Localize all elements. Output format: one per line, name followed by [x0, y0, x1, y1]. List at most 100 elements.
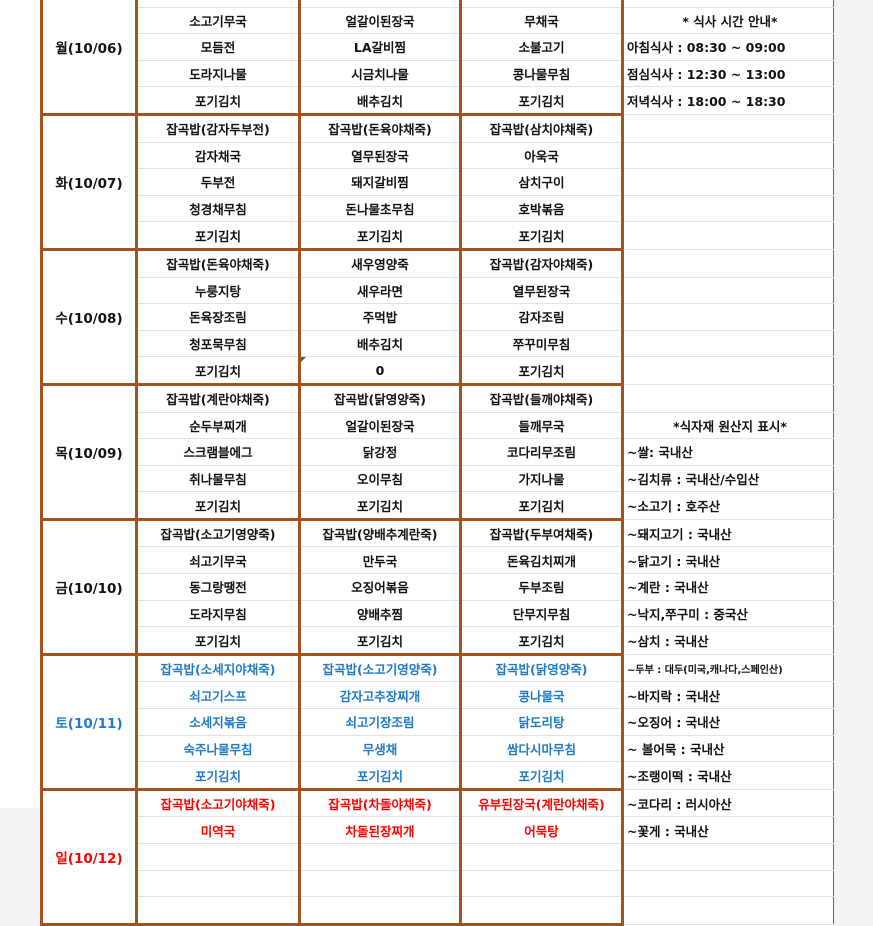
lunch-cell[interactable]: 배추김치 — [298, 86, 462, 116]
breakfast-cell[interactable]: 청포묵무침 — [135, 329, 301, 358]
lunch-cell[interactable]: 새우라면 — [298, 276, 462, 305]
info-cell[interactable]: ~바지락 : 국내산 — [622, 681, 834, 710]
info-cell[interactable] — [622, 869, 834, 898]
dinner-cell[interactable]: 잡곡밥(들깨야채죽) — [459, 382, 624, 413]
day-label[interactable]: 금(10/10) — [40, 517, 138, 656]
breakfast-cell[interactable]: 잡곡밥(소고기야채죽) — [135, 787, 301, 818]
lunch-cell[interactable]: LA갈비찜 — [298, 33, 462, 61]
breakfast-cell[interactable]: 잡곡밥(소고기영양죽) — [135, 517, 301, 548]
info-cell[interactable]: 저녁식사 : 18:00 ~ 18:30 — [622, 86, 834, 115]
info-cell[interactable]: ~코다리 : 러시아산 — [622, 788, 834, 818]
info-cell[interactable]: ~소고기 : 호주산 — [622, 491, 834, 520]
dinner-cell[interactable]: 두부조림 — [459, 573, 624, 601]
dinner-cell[interactable]: 무채국 — [459, 6, 624, 35]
dinner-cell[interactable]: 아욱국 — [459, 141, 624, 170]
breakfast-cell[interactable] — [135, 869, 301, 898]
lunch-cell[interactable]: 시금치나물 — [298, 59, 462, 88]
breakfast-cell[interactable]: 동그랑땡전 — [135, 573, 301, 601]
lunch-cell[interactable] — [298, 843, 462, 871]
dinner-cell[interactable]: 소불고기 — [459, 33, 624, 61]
day-label[interactable]: 화(10/07) — [40, 112, 138, 251]
info-cell[interactable] — [622, 221, 834, 250]
breakfast-cell[interactable] — [135, 843, 301, 871]
breakfast-cell[interactable]: 포기김치 — [135, 221, 301, 251]
dinner-cell[interactable] — [459, 0, 624, 8]
lunch-cell[interactable]: 오이무침 — [298, 464, 462, 493]
info-cell[interactable]: ~쌀: 국내산 — [622, 438, 834, 466]
info-cell[interactable] — [622, 168, 834, 196]
info-cell[interactable]: ~ 볼어묵 : 국내산 — [622, 734, 834, 763]
lunch-cell[interactable]: 잡곡밥(닭영양죽) — [298, 382, 462, 413]
lunch-cell[interactable]: 잡곡밥(소고기영양죽) — [298, 652, 462, 683]
info-cell[interactable]: ~계란 : 국내산 — [622, 573, 834, 601]
info-cell[interactable] — [622, 276, 834, 305]
lunch-cell[interactable]: 새우영양죽 — [298, 247, 462, 278]
day-label[interactable]: 월(10/06) — [40, 0, 138, 116]
info-cell[interactable]: ~낙지,쭈구미 : 중국산 — [622, 599, 834, 628]
dinner-cell[interactable]: 열무된장국 — [459, 276, 624, 305]
info-cell[interactable] — [622, 303, 834, 331]
lunch-cell[interactable] — [298, 896, 462, 926]
dinner-cell[interactable]: 어묵탕 — [459, 816, 624, 844]
dinner-cell[interactable] — [459, 843, 624, 871]
breakfast-cell[interactable]: 포기김치 — [135, 356, 301, 386]
breakfast-cell[interactable]: 도라지무침 — [135, 599, 301, 628]
dinner-cell[interactable]: 포기김치 — [459, 86, 624, 116]
breakfast-cell[interactable]: 포기김치 — [135, 491, 301, 521]
info-cell[interactable]: ~돼지고기 : 국내산 — [622, 518, 834, 548]
breakfast-cell[interactable]: 돈육장조림 — [135, 303, 301, 331]
dinner-cell[interactable]: 닭도리탕 — [459, 708, 624, 736]
lunch-cell[interactable]: 쇠고기장조림 — [298, 708, 462, 736]
lunch-cell[interactable] — [298, 0, 462, 8]
lunch-cell[interactable] — [298, 869, 462, 898]
lunch-cell[interactable]: 주먹밥 — [298, 303, 462, 331]
info-heading[interactable]: *식자재 원산지 표시* — [622, 411, 834, 440]
info-cell[interactable] — [622, 896, 834, 925]
breakfast-cell[interactable]: 누룽지탕 — [135, 276, 301, 305]
info-cell[interactable] — [622, 141, 834, 170]
dinner-cell[interactable]: 포기김치 — [459, 626, 624, 656]
dinner-cell[interactable]: 쭈꾸미무침 — [459, 329, 624, 358]
dinner-cell[interactable]: 감자조림 — [459, 303, 624, 331]
dinner-cell[interactable]: 잡곡밥(삼치야채죽) — [459, 112, 624, 143]
info-cell[interactable] — [622, 843, 834, 871]
lunch-cell[interactable]: 오징어볶음 — [298, 573, 462, 601]
lunch-cell[interactable]: 감자고추장찌개 — [298, 681, 462, 710]
day-label[interactable]: 수(10/08) — [40, 247, 138, 386]
info-cell[interactable] — [622, 383, 834, 413]
breakfast-cell[interactable]: 모듬전 — [135, 33, 301, 61]
breakfast-cell[interactable]: 숙주나물무침 — [135, 734, 301, 763]
breakfast-cell[interactable]: 소세지볶음 — [135, 708, 301, 736]
info-cell[interactable]: 아침식사 : 08:30 ~ 09:00 — [622, 33, 834, 61]
breakfast-cell[interactable]: 잡곡밥(계란야채죽) — [135, 382, 301, 413]
lunch-cell[interactable]: 잡곡밥(돈육야채죽) — [298, 112, 462, 143]
dinner-cell[interactable]: 삼치구이 — [459, 168, 624, 196]
info-cell[interactable]: ~오징어 : 국내산 — [622, 708, 834, 736]
breakfast-cell[interactable]: 미역국 — [135, 816, 301, 844]
breakfast-cell[interactable]: 도라지나물 — [135, 59, 301, 88]
dinner-cell[interactable]: 포기김치 — [459, 761, 624, 791]
lunch-cell[interactable]: 양배추찜 — [298, 599, 462, 628]
info-cell[interactable] — [622, 329, 834, 358]
info-cell[interactable] — [622, 0, 834, 8]
dinner-cell[interactable]: 호박볶음 — [459, 194, 624, 223]
lunch-cell[interactable]: 닭강정 — [298, 438, 462, 466]
breakfast-cell[interactable]: 감자채국 — [135, 141, 301, 170]
lunch-cell[interactable]: 잡곡밥(양배추계란죽) — [298, 517, 462, 548]
dinner-cell[interactable]: 돈육김치찌개 — [459, 546, 624, 575]
dinner-cell[interactable]: 쌈다시마무침 — [459, 734, 624, 763]
breakfast-cell[interactable] — [135, 0, 301, 8]
breakfast-cell[interactable]: 쇠고기스프 — [135, 681, 301, 710]
dinner-cell[interactable]: 잡곡밥(감자야채죽) — [459, 247, 624, 278]
dinner-cell[interactable]: 코다리무조림 — [459, 438, 624, 466]
dinner-cell[interactable]: 잡곡밥(닭영양죽) — [459, 652, 624, 683]
breakfast-cell[interactable]: 포기김치 — [135, 86, 301, 116]
breakfast-cell[interactable]: 잡곡밥(돈육야채죽) — [135, 247, 301, 278]
info-cell[interactable]: ~꽃게 : 국내산 — [622, 816, 834, 844]
info-cell[interactable] — [622, 356, 834, 385]
dinner-cell[interactable]: 유부된장국(계란야채죽) — [459, 787, 624, 818]
info-cell[interactable]: ~김치류 : 국내산/수입산 — [622, 464, 834, 493]
dinner-cell[interactable]: 가지나물 — [459, 464, 624, 493]
breakfast-cell[interactable]: 취나물무침 — [135, 464, 301, 493]
breakfast-cell[interactable]: 잡곡밥(소세지야채죽) — [135, 652, 301, 683]
